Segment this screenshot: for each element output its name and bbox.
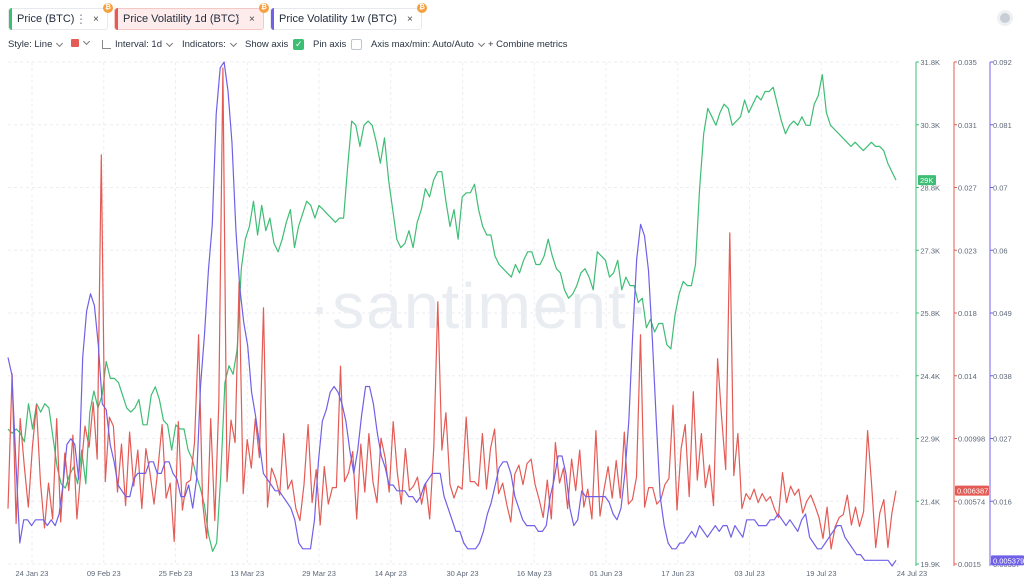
- price-tick-label: 30.3K: [920, 121, 940, 130]
- show-axis-label: Show axis: [245, 39, 289, 50]
- price-current-flag: [918, 175, 936, 186]
- vol1w-tick-label: 0.081: [993, 121, 1012, 130]
- tab-price[interactable]: Price (BTC) ⋮ × ₿: [8, 3, 113, 30]
- vol1d-tick-label: 0.031: [958, 121, 977, 130]
- combine-metrics-label: + Combine metrics: [488, 39, 568, 50]
- axis-range-label: Axis max/min: Auto/Auto: [371, 39, 474, 50]
- vol1d-tick-label: 0.018: [958, 309, 977, 318]
- checkbox-unchecked-icon[interactable]: [351, 39, 363, 50]
- vol1w-tick-label: 0.06: [993, 246, 1008, 255]
- series-line-vol1d: [7, 67, 897, 550]
- price-tick-label: 24.4K: [920, 372, 940, 381]
- interval-icon: [102, 40, 111, 49]
- price-tick-label: 28.8K: [920, 184, 940, 193]
- bitcoin-coin-icon: ₿: [259, 3, 269, 13]
- vol1w-tick-label: 0.027: [993, 435, 1012, 444]
- x-tick-label: 09 Feb 23: [87, 569, 121, 578]
- x-tick-label: 01 Jun 23: [590, 569, 623, 578]
- close-icon[interactable]: ×: [407, 14, 413, 25]
- tab-color-bar: [9, 8, 12, 30]
- axis-range-dropdown[interactable]: Axis max/min: Auto/Auto: [371, 39, 486, 50]
- price-tick-label: 22.9K: [920, 435, 940, 444]
- x-tick-label: 24 Jan 23: [16, 569, 49, 578]
- series-lines: [7, 61, 897, 567]
- vol1w-tick-label: 0.092: [993, 58, 1012, 67]
- price-tick-label: 19.9K: [920, 560, 940, 569]
- settings-icon[interactable]: [1000, 13, 1010, 23]
- show-axis-toggle[interactable]: Show axis ✓: [245, 39, 305, 50]
- kebab-menu-icon[interactable]: ⋮: [232, 12, 244, 26]
- x-tick-label: 16 May 23: [517, 569, 552, 578]
- vol1d-current-flag: [955, 485, 989, 496]
- x-tick-label: 19 Jul 23: [806, 569, 836, 578]
- color-picker[interactable]: [71, 37, 91, 47]
- tab-label: Price Volatility 1d (BTC): [123, 13, 240, 25]
- pin-axis-label: Pin axis: [313, 39, 347, 50]
- vol1d-tick-label: 0.0015: [958, 560, 981, 569]
- chevron-down-icon: [477, 39, 486, 47]
- price-tick-label: 27.3K: [920, 246, 940, 255]
- vol1d-tick-label: 0.023: [958, 246, 977, 255]
- x-tick-label: 29 Mar 23: [302, 569, 336, 578]
- interval-dropdown[interactable]: Interval: 1d: [102, 39, 174, 50]
- x-tick-label: 25 Feb 23: [159, 569, 193, 578]
- price-tick-label: 21.4K: [920, 497, 940, 506]
- watermark: ·santiment·: [309, 270, 651, 342]
- x-tick-label: 17 Jun 23: [661, 569, 694, 578]
- bitcoin-coin-icon: ₿: [417, 3, 427, 13]
- price-volatility-chart[interactable]: ·santiment· 24 Jan 23 09 Feb 23 25 Feb 23 1…: [0, 54, 1024, 586]
- close-icon[interactable]: ×: [249, 14, 255, 25]
- kebab-menu-icon[interactable]: ⋮: [75, 12, 87, 26]
- axis-labels: 24 Jan 23 09 Feb 23 25 Feb 23 13 Mar 23 29 M…: [16, 58, 1024, 578]
- price-tick-label: 25.8K: [920, 309, 940, 318]
- bitcoin-coin-icon: ₿: [103, 3, 113, 13]
- chevron-down-icon: [165, 39, 174, 47]
- interval-label: Interval: 1d: [115, 39, 162, 50]
- vol1w-tick-label: 0.049: [993, 309, 1012, 318]
- x-tick-label: 03 Jul 23: [734, 569, 764, 578]
- tab-volatility-1d[interactable]: Price Volatility 1d (BTC) ⋮ × ₿: [114, 3, 269, 30]
- indicators-label: Indicators:: [182, 39, 226, 50]
- grid: [8, 61, 900, 565]
- vol1d-tick-label: 0.00574: [958, 497, 985, 506]
- tab-volatility-1w[interactable]: Price Volatility 1w (BTC) ⋮ × ₿: [270, 3, 427, 30]
- vol1d-current-value: 0.006387: [957, 487, 988, 496]
- combine-metrics-button[interactable]: + Combine metrics: [488, 39, 567, 50]
- price-tick-label: 31.8K: [920, 58, 940, 67]
- vol1w-current-flag: [991, 555, 1024, 566]
- vol1w-tick-label: 0.038: [993, 372, 1012, 381]
- checkbox-checked-icon[interactable]: ✓: [293, 39, 305, 50]
- vol1w-tick-label: 0.016: [993, 497, 1012, 506]
- chart-toolbar: Style: Line Interval: 1d Indicators: Sho…: [0, 36, 1024, 54]
- axes: [915, 61, 993, 566]
- chevron-down-icon: [56, 39, 64, 47]
- series-line-price: [7, 74, 897, 552]
- tab-color-bar: [115, 8, 118, 30]
- x-tick-label: 24 Jul 23: [897, 569, 927, 578]
- pin-axis-toggle[interactable]: Pin axis: [313, 39, 363, 50]
- tab-color-bar: [271, 8, 274, 30]
- vol1d-tick-label: 0.014: [958, 372, 977, 381]
- indicators-dropdown[interactable]: Indicators:: [182, 39, 237, 50]
- tab-label: Price Volatility 1w (BTC): [279, 13, 397, 25]
- vol1d-tick-label: 0.027: [958, 184, 977, 193]
- x-tick-label: 14 Apr 23: [375, 569, 407, 578]
- vol1d-tick-label: 0.00998: [958, 435, 985, 444]
- style-label: Style: Line: [8, 39, 53, 50]
- style-dropdown[interactable]: Style: Line: [8, 39, 64, 50]
- vol1d-tick-label: 0.035: [958, 58, 977, 67]
- vol1w-current-value: 0.005379: [993, 556, 1024, 565]
- x-tick-label: 30 Apr 23: [446, 569, 478, 578]
- tab-label: Price (BTC): [17, 13, 75, 25]
- price-current-value: 29K: [920, 176, 933, 185]
- kebab-menu-icon[interactable]: ⋮: [389, 12, 401, 26]
- series-line-vol1w: [7, 61, 897, 567]
- close-icon[interactable]: ×: [93, 14, 99, 25]
- color-swatch-icon: [71, 39, 79, 47]
- metric-tabs: Price (BTC) ⋮ × ₿ Price Volatility 1d (B…: [0, 0, 1024, 36]
- x-tick-label: 13 Mar 23: [230, 569, 264, 578]
- vol1w-tick-label: 0.07: [993, 184, 1008, 193]
- chevron-down-icon: [82, 37, 91, 46]
- chevron-down-icon: [229, 39, 237, 47]
